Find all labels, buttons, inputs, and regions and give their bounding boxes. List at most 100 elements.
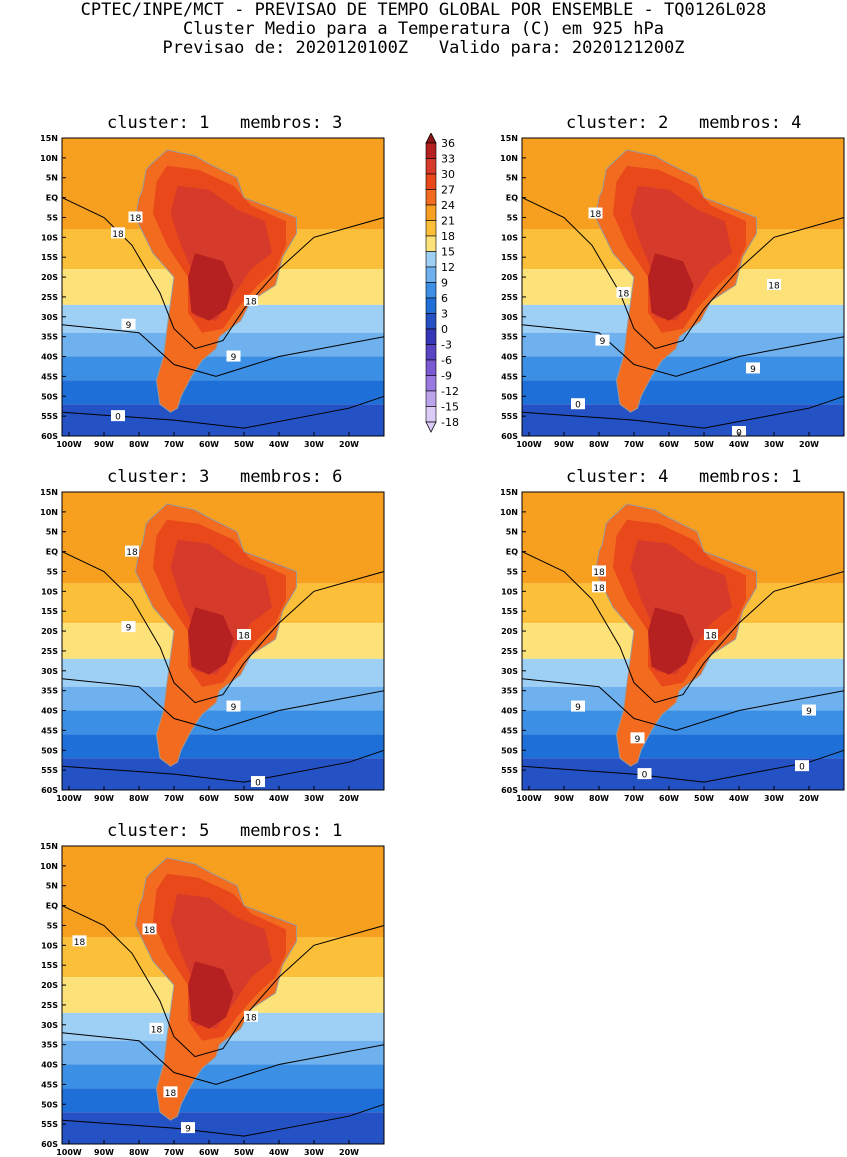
- lat-tick-label: 35S: [41, 1041, 58, 1050]
- lon-tick-label: 100W: [56, 1148, 82, 1157]
- contour-label-box: [128, 211, 143, 223]
- contour-label-box: [181, 1122, 195, 1134]
- temp-band-9: [522, 332, 844, 357]
- lon-tick-label: 50W: [234, 440, 254, 449]
- lat-tick-label: 25S: [501, 293, 518, 302]
- lon-tick-label: 50W: [694, 440, 714, 449]
- lat-tick-label: 5N: [46, 174, 58, 183]
- lat-tick-label: 5N: [46, 528, 58, 537]
- lat-tick-label: EQ: [506, 548, 518, 557]
- contour-label-box: [795, 760, 809, 772]
- contour-9: [61, 678, 385, 731]
- lat-tick-label: 10S: [41, 941, 58, 950]
- contour-label: 18: [245, 1013, 257, 1023]
- contour-0: [521, 749, 845, 783]
- lat-tick-label: 25S: [501, 647, 518, 656]
- temp-band-3: [62, 1088, 384, 1113]
- contour-label: 9: [600, 337, 606, 347]
- lat-tick-label: 10N: [500, 154, 518, 163]
- lat-tick-label: 15S: [41, 961, 58, 970]
- colorbar-swatch: [425, 189, 437, 206]
- lat-tick-label: 5S: [47, 213, 59, 222]
- lon-tick-label: 90W: [94, 794, 114, 803]
- lat-tick-label: 10N: [40, 862, 58, 871]
- contour-0: [61, 395, 385, 429]
- lon-tick-label: 70W: [164, 794, 184, 803]
- lon-tick-label: 70W: [164, 440, 184, 449]
- main-title-line-3: Previsao de: 2020120100Z Valido para: 20…: [162, 38, 685, 58]
- contour-label: 18: [144, 926, 156, 936]
- contour-9: [61, 1032, 385, 1085]
- lat-tick-label: 15N: [500, 488, 518, 497]
- contour-label: 9: [750, 365, 756, 375]
- lat-tick-label: 45S: [501, 372, 518, 381]
- lat-tick-label: 55S: [501, 766, 518, 775]
- map-panel-cluster-4: 18 18 18 9 9 9 0 0 15N 10N 5N EQ 5S 10S 15S 20S 25S 30S 35…: [500, 488, 845, 803]
- colorbar-swatch: [425, 204, 437, 221]
- map-panel-cluster-3: 18 18 9 9 0 15N 10N 5N EQ 5S 10S 15S 20S 25S 30S 35S 40S…: [40, 488, 385, 803]
- lat-tick-label: 60S: [501, 786, 518, 795]
- colorbar-swatch: [425, 328, 437, 345]
- contour-label: 18: [593, 584, 605, 594]
- lat-tick-label: 40S: [41, 707, 58, 716]
- contour-label-box: [149, 1022, 164, 1034]
- panel-1-title: cluster: 1 membros: 3: [107, 113, 343, 133]
- contour-label: 9: [575, 703, 581, 713]
- lat-tick-label: 45S: [501, 726, 518, 735]
- lat-tick-label: 60S: [501, 432, 518, 441]
- lat-tick-label: 30S: [41, 1021, 58, 1030]
- lat-tick-label: 5N: [46, 882, 58, 891]
- contour-label-box: [111, 410, 125, 422]
- lat-tick-label: 20S: [501, 273, 518, 282]
- contour-9: [521, 678, 845, 731]
- lat-tick-label: 40S: [501, 707, 518, 716]
- coastline: [134, 857, 297, 1121]
- lon-tick-label: 90W: [94, 1148, 114, 1157]
- lat-tick-label: 5S: [47, 921, 59, 930]
- lat-tick-label: 30S: [501, 667, 518, 676]
- lat-tick-label: 15S: [41, 253, 58, 262]
- main-title-line-1: CPTEC/INPE/MCT - PREVISAO DE TEMPO GLOBA…: [80, 0, 767, 20]
- panel-5-title: cluster: 5 membros: 1: [107, 821, 343, 841]
- lon-tick-label: 70W: [624, 440, 644, 449]
- lon-tick-label: 90W: [94, 440, 114, 449]
- lon-tick-label: 40W: [269, 440, 289, 449]
- lat-tick-label: 20S: [41, 627, 58, 636]
- temp-band-0: [62, 404, 384, 436]
- contour-0: [521, 395, 845, 429]
- lat-tick-label: 45S: [41, 1080, 58, 1089]
- colorbar-swatch: [425, 266, 437, 283]
- lat-tick-label: 55S: [41, 412, 58, 421]
- map-panel-cluster-5: 18 18 18 18 18 9 15N 10N 5N EQ 5S 10S 15S 20S 25S 30S 35…: [40, 842, 385, 1157]
- temp-band-3: [522, 380, 844, 405]
- lat-tick-label: 15N: [40, 134, 58, 143]
- lon-tick-label: 60W: [199, 1148, 219, 1157]
- contour-label: 9: [126, 321, 132, 331]
- temp-band-6: [62, 710, 384, 735]
- lon-tick-label: 70W: [164, 1148, 184, 1157]
- lat-tick-label: 40S: [501, 353, 518, 362]
- temp-band-0: [522, 758, 844, 790]
- lat-tick-label: EQ: [46, 194, 58, 203]
- colorbar-label: 3: [441, 308, 448, 321]
- lon-tick-label: 50W: [234, 794, 254, 803]
- lat-tick-label: 15S: [501, 607, 518, 616]
- contour-label-box: [125, 545, 139, 557]
- coastline: [134, 503, 297, 767]
- contour-label-box: [121, 621, 136, 633]
- lat-tick-label: 25S: [41, 1001, 58, 1010]
- colorbar-label: 18: [441, 230, 455, 243]
- lat-tick-label: 5S: [507, 213, 519, 222]
- lat-tick-label: 55S: [41, 766, 58, 775]
- contour-label: 9: [185, 1125, 191, 1135]
- lon-tick-label: 20W: [339, 440, 359, 449]
- contour-label-box: [72, 935, 87, 947]
- contour-label-box: [767, 279, 781, 291]
- temp-band-0: [62, 758, 384, 790]
- map-panel-cluster-1: 18 18 18 9 9 0 15N 10N 5N EQ 5S 10S 15S 20S 25S 30S 35S 4…: [40, 134, 385, 449]
- lat-tick-label: 35S: [501, 333, 518, 342]
- colorbar-swatch: [425, 313, 437, 330]
- lat-tick-label: 10N: [40, 154, 58, 163]
- lon-tick-label: 40W: [269, 794, 289, 803]
- colorbar-label: 15: [441, 246, 455, 259]
